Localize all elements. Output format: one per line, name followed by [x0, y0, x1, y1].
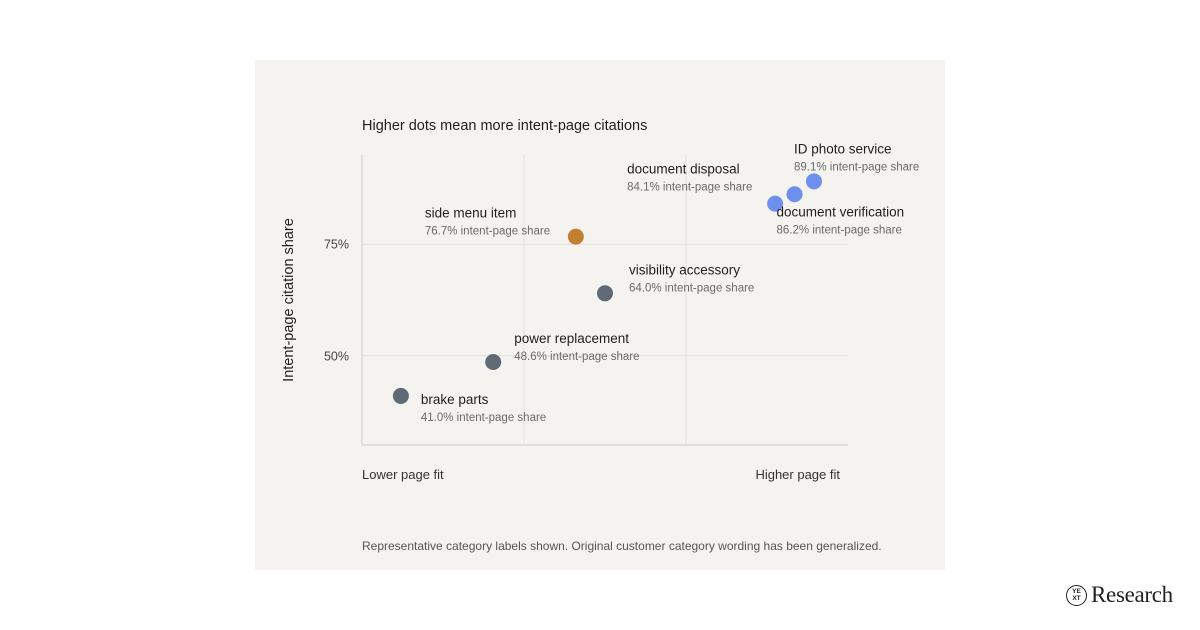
point-name-label: ID photo service	[794, 141, 892, 156]
data-point	[805, 173, 822, 190]
point-value-label: 84.1% intent-page share	[627, 182, 752, 194]
x-axis-high-label: Higher page fit	[755, 467, 840, 482]
grid-lines	[361, 155, 848, 446]
data-point	[392, 387, 409, 404]
scatter-chart: Higher dots mean more intent-page citati…	[281, 118, 919, 553]
y-tick-labels: 75% 50%	[324, 238, 349, 364]
y-tick-label: 75%	[324, 238, 349, 252]
point-value-label: 89.1% intent-page share	[794, 161, 919, 173]
point-name-label: document disposal	[627, 162, 740, 177]
point-value-label: 41.0% intent-page share	[421, 412, 546, 424]
x-axis-low-label: Lower page fit	[362, 467, 444, 482]
point-name-label: document verification	[777, 204, 905, 219]
chart-title: Higher dots mean more intent-page citati…	[362, 118, 647, 134]
point-name-label: brake parts	[421, 392, 489, 407]
data-point	[567, 228, 584, 245]
point-value-label: 64.0% intent-page share	[629, 282, 754, 294]
yext-logo-icon: YE XT	[1066, 584, 1087, 606]
point-labels: brake parts 41.0% intent-page share power …	[421, 141, 919, 424]
point-name-label: power replacement	[514, 331, 629, 346]
data-point	[767, 195, 784, 212]
point-name-label: side menu item	[425, 206, 517, 221]
y-tick-label: 50%	[324, 349, 349, 363]
point-value-label: 48.6% intent-page share	[514, 351, 639, 363]
brand-mark: YE XT Research	[1066, 582, 1173, 608]
point-value-label: 86.2% intent-page share	[777, 224, 902, 236]
data-points	[392, 173, 822, 404]
chart-card: Higher dots mean more intent-page citati…	[255, 60, 945, 570]
point-name-label: visibility accessory	[629, 262, 740, 277]
y-axis-label: Intent-page citation share	[281, 218, 297, 382]
data-point	[786, 186, 803, 203]
brand-name: Research	[1091, 582, 1173, 607]
data-point	[485, 354, 502, 371]
data-point	[597, 285, 613, 302]
footnote: Representative category labels shown. Or…	[362, 539, 882, 553]
point-value-label: 76.7% intent-page share	[425, 226, 550, 238]
